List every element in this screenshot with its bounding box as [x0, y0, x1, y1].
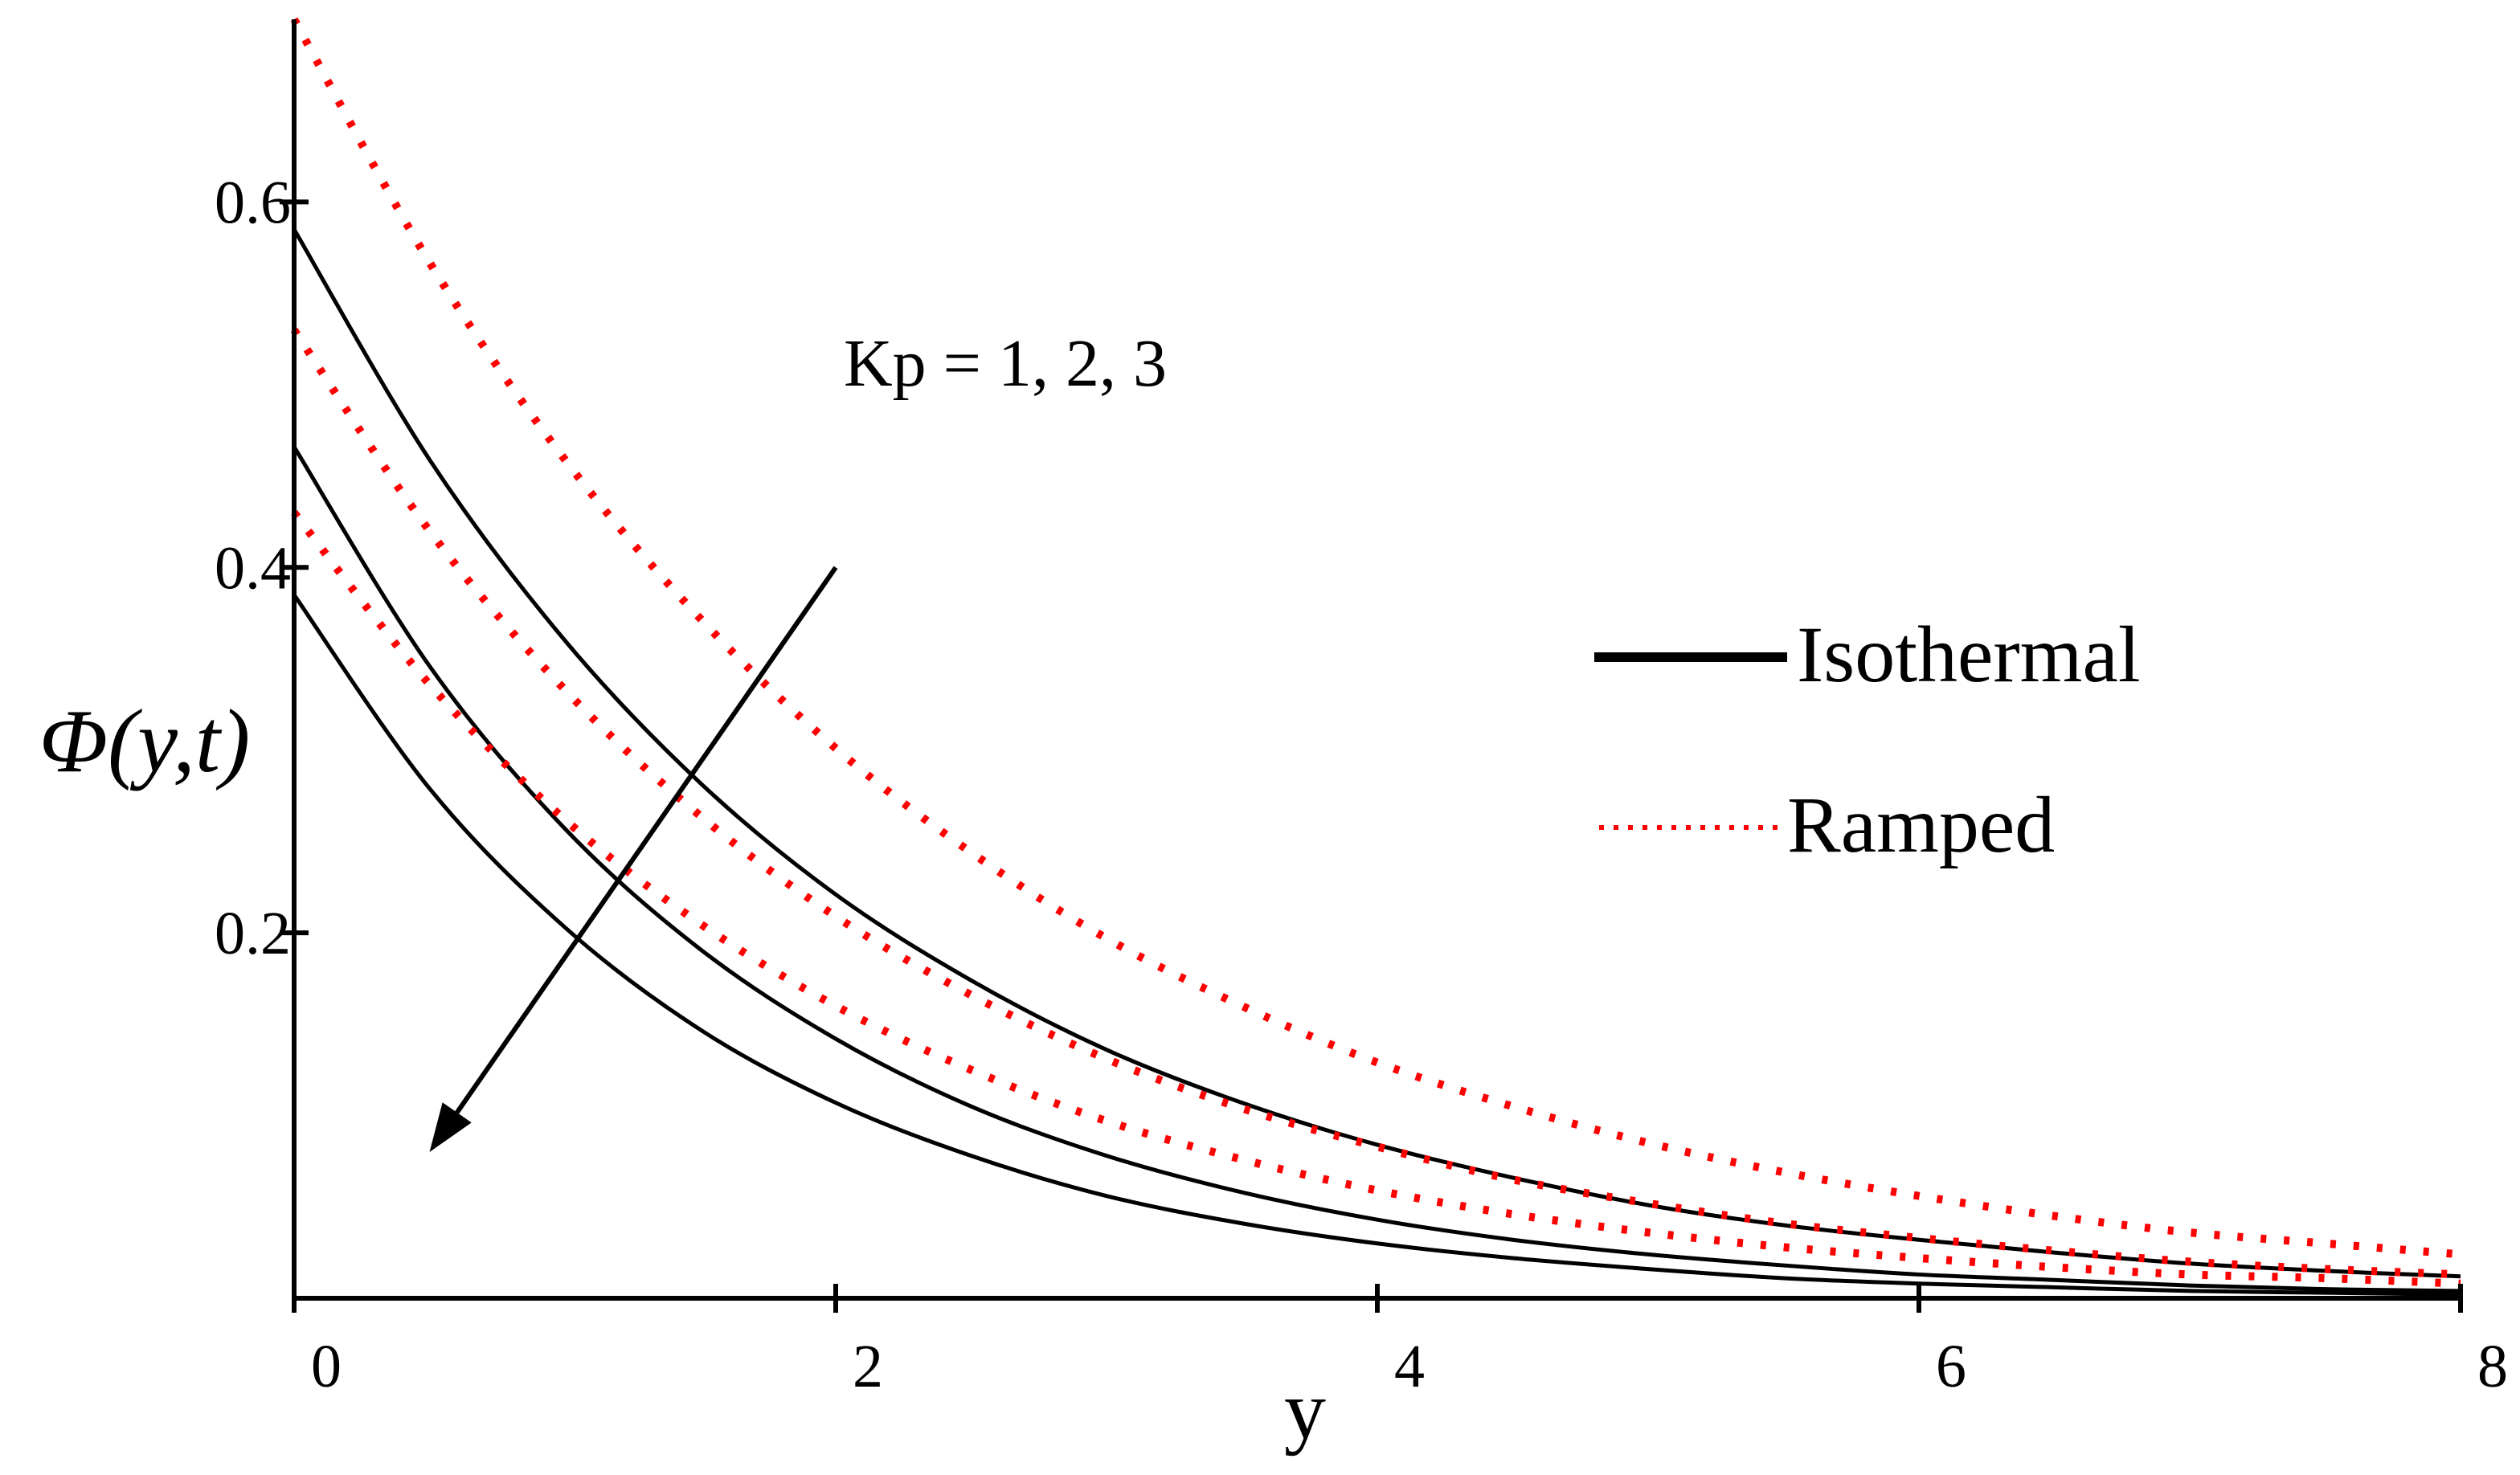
legend-isothermal-label: Isothermal	[1797, 610, 2141, 699]
ramped-series-kp2	[290, 327, 2461, 1279]
ramped-series-kp3	[291, 509, 2461, 1288]
isothermal-series-kp2	[292, 445, 2461, 1293]
annotation-arrow-shaft	[455, 566, 838, 1114]
annotation-label: Kp = 1, 2, 3	[844, 326, 1167, 401]
x-tick-label: 2	[853, 1333, 883, 1400]
y-ticks: 0.2 0.4 0.6	[215, 169, 309, 967]
isothermal-series-kp1	[292, 228, 2461, 1279]
y-tick-label: 0.6	[215, 169, 291, 236]
x-tick-label: 6	[1936, 1333, 1966, 1400]
legend-ramped-label: Ramped	[1787, 780, 2055, 869]
kp-annotation: Kp = 1, 2, 3	[429, 326, 1167, 1153]
isothermal-series-kp3	[292, 593, 2461, 1297]
y-axis-title: Φ(y,t)	[39, 692, 251, 791]
legend: Isothermal Ramped	[1594, 610, 2141, 869]
x-tick-label: 0	[311, 1333, 342, 1400]
y-tick-label: 0.4	[215, 534, 291, 602]
x-ticks: 0 2 4 6 8	[292, 1284, 2508, 1400]
ramped-series-kp1	[290, 17, 2461, 1259]
series-layer	[290, 17, 2461, 1297]
x-tick-label: 4	[1394, 1333, 1425, 1400]
y-tick-label: 0.2	[215, 900, 291, 967]
x-tick-label: 8	[2477, 1333, 2508, 1400]
annotation-arrow-head	[429, 1102, 472, 1153]
x-axis-title: y	[1284, 1364, 1326, 1457]
